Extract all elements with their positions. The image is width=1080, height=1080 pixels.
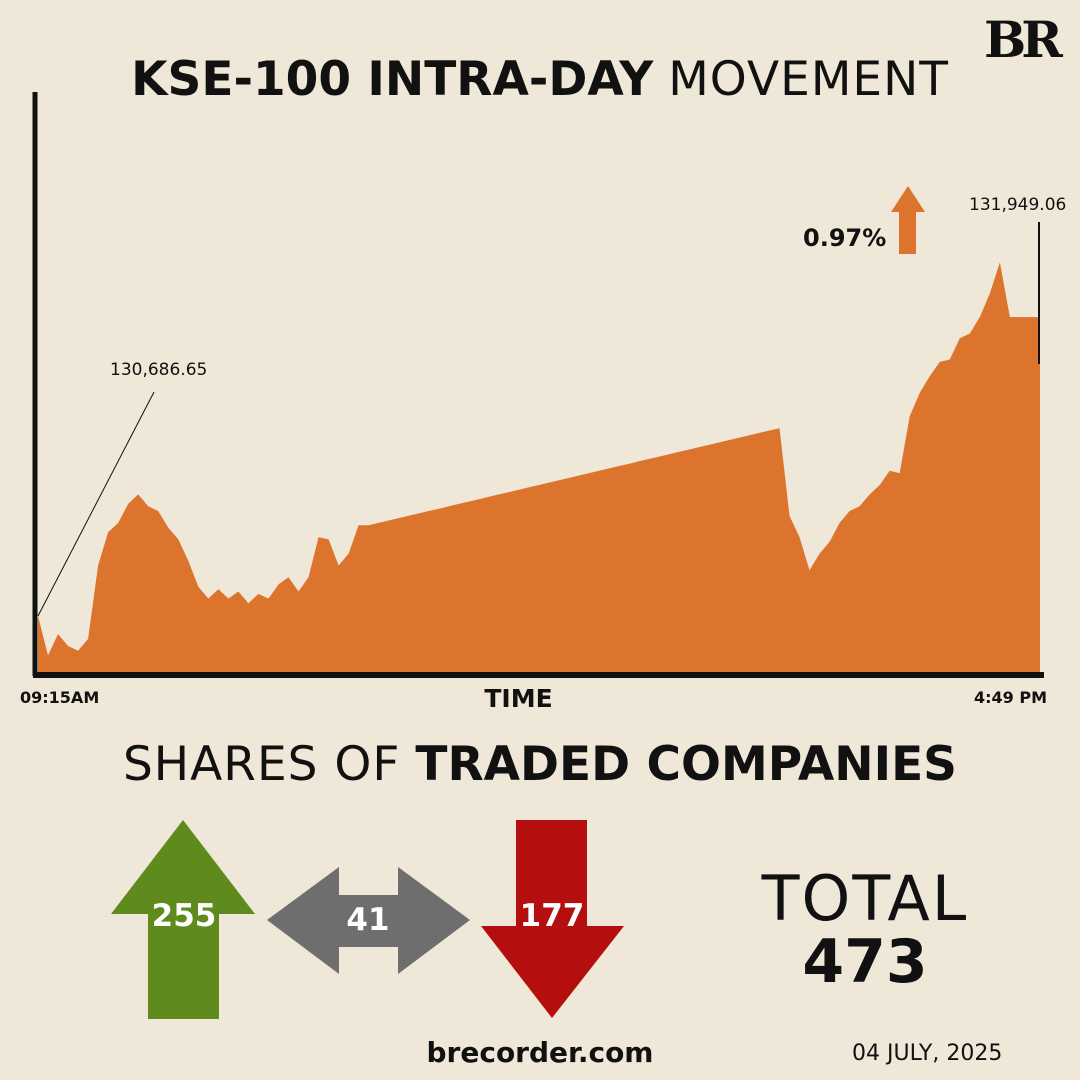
- site-link-text[interactable]: brecorder.com: [426, 1036, 654, 1069]
- publish-date: 04 JULY, 2025: [852, 1041, 1003, 1066]
- chart-title-light: MOVEMENT: [668, 52, 949, 107]
- chart-title-bold: KSE-100 INTRA-DAY: [131, 52, 654, 107]
- x-start-tick-label: 09:15AM: [20, 688, 100, 707]
- index-area: [38, 262, 1040, 672]
- site-link[interactable]: brecorder.com: [0, 1036, 1080, 1069]
- x-end-tick-label: 4:49 PM: [974, 688, 1048, 707]
- total-value: 473: [802, 927, 928, 997]
- change-percent-label: 0.97%: [803, 224, 887, 252]
- unchanged-double-arrow-icon: [267, 867, 470, 974]
- end-value-label: 131,949.06: [969, 195, 1067, 215]
- x-axis-label: TIME: [484, 684, 553, 713]
- total-label: TOTAL: [761, 862, 969, 935]
- start-value-label: 130,686.65: [110, 360, 208, 380]
- advances-up-arrow-icon: [111, 820, 255, 1019]
- advances-count: 255: [151, 898, 217, 934]
- unchanged-count: 41: [346, 902, 390, 938]
- start-value-leader-line: [37, 391, 155, 617]
- breadth-section-title: SHARES OF TRADED COMPANIES: [0, 737, 1080, 792]
- breadth-title-bold: TRADED COMPANIES: [415, 737, 958, 792]
- change-up-arrow-icon: [891, 186, 925, 254]
- declines-down-arrow-icon: [481, 820, 624, 1018]
- declines-count: 177: [519, 898, 585, 934]
- br-logo: BR: [984, 10, 1063, 69]
- chart-title: KSE-100 INTRA-DAY MOVEMENT: [0, 52, 1080, 107]
- breadth-title-light: SHARES OF: [122, 737, 401, 792]
